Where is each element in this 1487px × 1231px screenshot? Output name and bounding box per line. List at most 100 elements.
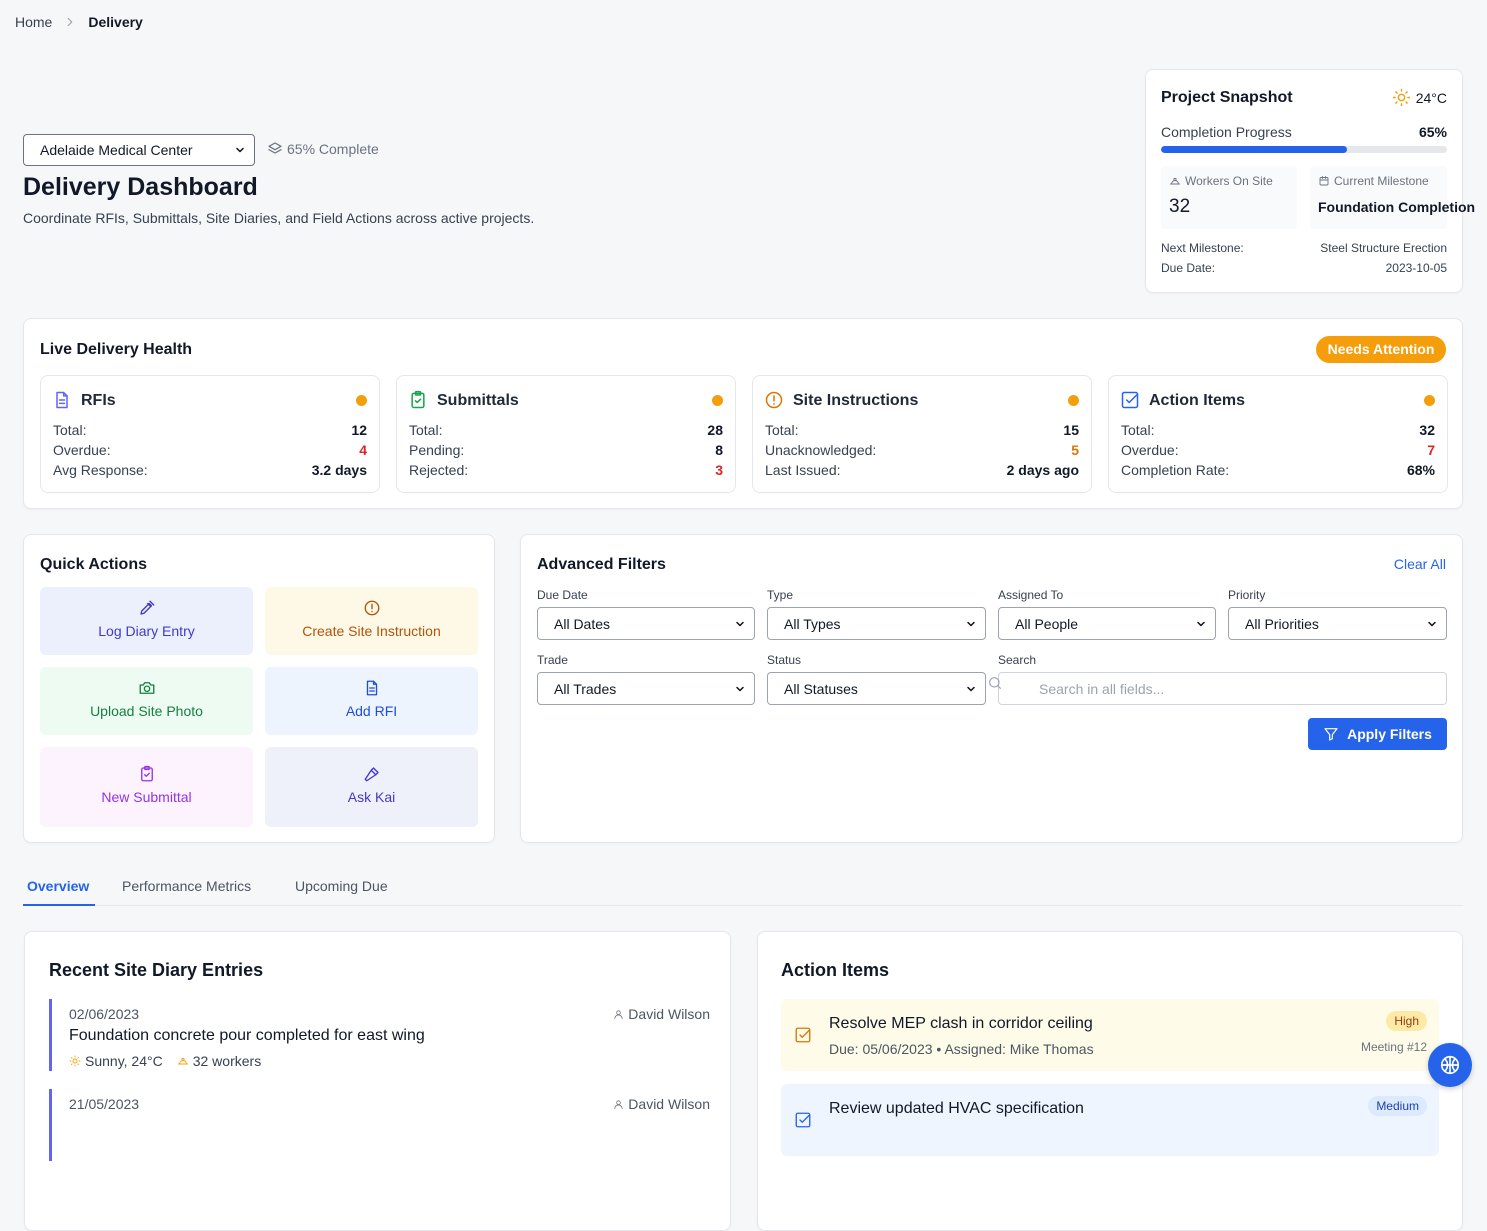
icon xyxy=(368,680,377,692)
project-select[interactable]: Adelaide Medical Center xyxy=(23,134,255,166)
project-select-value: Adelaide Medical Center xyxy=(40,142,193,158)
metric-value: 3.2 days xyxy=(311,462,367,478)
diary-meta: Sunny, 24°C 32 workers xyxy=(69,1053,261,1069)
icon xyxy=(68,17,73,27)
filter-select[interactable]: All Trades xyxy=(537,672,755,705)
icon xyxy=(967,686,975,691)
icon xyxy=(72,1058,78,1064)
breadcrumb-link[interactable]: Home xyxy=(15,14,53,30)
metric-label: Avg Response: xyxy=(53,462,148,478)
site-diary-card: Recent Site Diary Entries 02/06/2023 David… xyxy=(24,931,731,1231)
filter-label: Priority xyxy=(1228,588,1266,602)
icon xyxy=(614,1009,623,1019)
icon xyxy=(364,600,379,616)
filter-select[interactable]: All Dates xyxy=(537,607,755,640)
filter-select[interactable]: All People xyxy=(998,607,1216,640)
status-dot xyxy=(712,395,723,406)
diary-workers: 32 workers xyxy=(192,1053,262,1069)
quick-action-label: Upload Site Photo xyxy=(90,703,203,719)
metric-title: RFIs xyxy=(81,392,116,409)
metric-title: Submittals xyxy=(437,392,519,409)
quick-action-button[interactable]: Upload Site Photo xyxy=(40,667,253,735)
quick-action-button[interactable]: Create Site Instruction xyxy=(265,587,478,655)
diary-entry: 21/05/2023 David Wilson xyxy=(49,1089,710,1161)
diary-date: 21/05/2023 xyxy=(69,1096,140,1112)
workers-box: Workers On Site 32 xyxy=(1161,166,1297,229)
icon xyxy=(1125,394,1138,404)
quick-action-icon xyxy=(40,599,253,617)
search-input[interactable]: Search in all fields... xyxy=(989,672,1447,705)
action-item[interactable]: Review updated HVAC specification Medium xyxy=(781,1084,1439,1156)
sun-icon xyxy=(1392,88,1411,107)
filter-label: Assigned To xyxy=(998,588,1064,602)
icon xyxy=(177,1058,188,1065)
metric-label: Overdue: xyxy=(53,442,111,458)
filter-select[interactable]: All Priorities xyxy=(1228,607,1447,640)
action-item[interactable]: Resolve MEP clash in corridor ceiling Due… xyxy=(781,999,1439,1071)
metric-value: 8 xyxy=(715,442,723,458)
icon xyxy=(364,600,379,616)
metric-value: 3 xyxy=(715,462,723,478)
workers-label: Workers On Site xyxy=(1185,174,1273,188)
metric-label: Total: xyxy=(53,422,87,438)
filter-select[interactable]: All Types xyxy=(767,607,986,640)
filter-select[interactable]: All Statuses xyxy=(767,672,986,705)
tab[interactable]: Overview xyxy=(27,878,90,894)
quick-action-button[interactable]: Add RFI xyxy=(265,667,478,735)
tab[interactable]: Upcoming Due xyxy=(295,878,388,894)
metric-icon xyxy=(52,390,72,415)
breadcrumb: Home Delivery xyxy=(15,14,143,30)
quick-action-button[interactable]: Ask Kai xyxy=(265,747,478,827)
icon xyxy=(1392,88,1410,107)
search-label: Search xyxy=(998,653,1037,667)
progress-label: 65% xyxy=(1418,124,1447,140)
icon xyxy=(236,147,244,153)
icon xyxy=(364,767,379,782)
quick-action-button[interactable]: Log Diary Entry xyxy=(40,587,253,655)
author-name: David Wilson xyxy=(628,1096,710,1112)
quick-action-button[interactable]: New Submittal xyxy=(40,747,253,827)
icon xyxy=(364,767,379,782)
metric-label: Pending: xyxy=(409,442,465,458)
completion-text: 65% Complete xyxy=(287,141,379,157)
breadcrumb-current: Delivery xyxy=(88,14,143,30)
icon xyxy=(997,685,1001,689)
page-subtitle: Coordinate RFIs, Submittals, Site Diarie… xyxy=(23,210,535,226)
workers-value: 32 xyxy=(1169,196,1191,217)
quick-action-label: Add RFI xyxy=(345,703,398,719)
assistant-button[interactable] xyxy=(1428,1043,1472,1087)
health-status-badge: Needs Attention xyxy=(1316,336,1446,363)
apply-filters-button[interactable]: Apply Filters xyxy=(1308,718,1447,750)
sun-icon xyxy=(69,1055,81,1067)
icon xyxy=(1121,391,1139,409)
project-completion: 65% Complete xyxy=(267,141,379,157)
status-dot xyxy=(1424,395,1435,406)
due-label: Due Date: xyxy=(1161,261,1216,275)
icon xyxy=(236,147,244,153)
metric-label: Rejected: xyxy=(409,462,469,478)
metric-label: Overdue: xyxy=(1121,442,1179,458)
icon xyxy=(1428,621,1436,626)
temperature: 24°C xyxy=(1415,89,1447,106)
quick-action-label: New Submittal xyxy=(101,789,192,805)
icon xyxy=(1170,178,1180,185)
milestone-value: Foundation Completion xyxy=(1318,199,1476,215)
action-item-meta: Due: 05/06/2023 • Assigned: Mike Thomas xyxy=(829,1041,1094,1057)
tabs-divider xyxy=(23,905,1463,906)
icon xyxy=(1440,1055,1460,1075)
icon xyxy=(414,398,422,404)
filter-select-value: All Statuses xyxy=(784,680,858,697)
health-metric-card: Action Items Total: 32 Overdue: 7 Completion … xyxy=(1108,375,1448,493)
diary-entry: 02/06/2023 David Wilson Foundation concret… xyxy=(49,999,710,1071)
icon xyxy=(967,621,975,626)
icon xyxy=(614,1099,623,1109)
icon xyxy=(366,680,377,696)
icon xyxy=(140,765,153,782)
diary-title: Recent Site Diary Entries xyxy=(49,960,264,980)
next-value: Steel Structure Erection xyxy=(1320,241,1447,255)
page-body: Home Delivery Adelaide Medical Center 65% C… xyxy=(15,14,1476,1231)
tab[interactable]: Performance Metrics xyxy=(122,878,252,894)
clear-all-link[interactable]: Clear All xyxy=(1393,556,1446,572)
milestone-box: Current Milestone Foundation Completion xyxy=(1310,166,1475,229)
icon xyxy=(1197,621,1205,626)
